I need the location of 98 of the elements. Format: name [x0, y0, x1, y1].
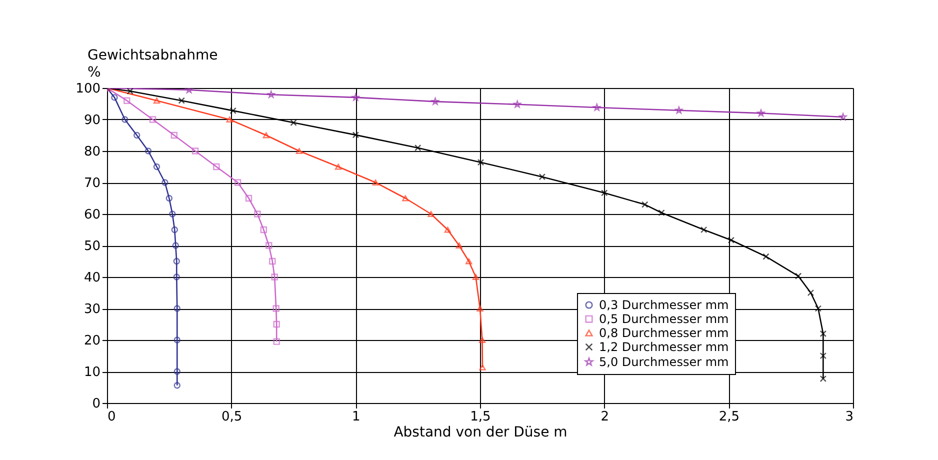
- point: [245, 194, 252, 202]
- legend-label: 1,2 Durchmesser mm: [599, 340, 729, 354]
- point: [476, 306, 484, 312]
- point: [260, 226, 267, 234]
- point: [814, 305, 822, 312]
- point: [134, 132, 140, 139]
- point: [479, 364, 486, 370]
- point: [477, 159, 484, 166]
- point: [296, 148, 303, 154]
- x-tick-label: 3: [845, 410, 854, 424]
- point: [757, 109, 765, 116]
- point: [262, 132, 270, 138]
- point: [352, 132, 360, 138]
- point: [514, 100, 522, 108]
- point: [820, 330, 826, 338]
- legend-label: 5,0 Durchmesser mm: [599, 355, 729, 369]
- point: [172, 242, 179, 249]
- point: [820, 375, 826, 382]
- y-tick-label: 40: [84, 270, 100, 286]
- point: [267, 90, 275, 98]
- point: [122, 116, 128, 123]
- point: [593, 104, 601, 111]
- point: [171, 226, 178, 234]
- point: [170, 132, 178, 139]
- y-tick-label: 80: [84, 144, 100, 160]
- point: [352, 94, 360, 101]
- point: [538, 173, 546, 180]
- point: [178, 97, 185, 104]
- point: [432, 98, 439, 105]
- point: [266, 242, 272, 249]
- point: [149, 116, 156, 123]
- point: [174, 336, 180, 344]
- point: [807, 289, 814, 296]
- x-tick-label: 1,5: [470, 410, 491, 424]
- y-tick-label: 50: [84, 239, 100, 254]
- point: [273, 320, 280, 328]
- legend-label: 0,5 Durchmesser mm: [599, 312, 729, 326]
- point: [124, 97, 130, 104]
- y-tick-label: 60: [84, 208, 100, 222]
- x-tick-label: 1: [352, 410, 360, 424]
- y-tick-label: 70: [84, 176, 100, 191]
- point: [658, 209, 665, 216]
- point: [478, 337, 486, 343]
- point: [153, 163, 160, 170]
- legend-label: 0,8 Durchmesser mm: [599, 326, 729, 340]
- point: [794, 272, 802, 280]
- point: [213, 163, 220, 170]
- point: [144, 148, 152, 154]
- point: [230, 107, 236, 114]
- point: [472, 274, 480, 280]
- point: [162, 179, 168, 186]
- point: [269, 258, 276, 265]
- point: [192, 148, 199, 154]
- point: [372, 180, 379, 186]
- point: [675, 106, 683, 114]
- point: [173, 258, 180, 265]
- y-axis-title: Gewichtsabnahme %: [88, 48, 218, 80]
- point: [820, 352, 826, 360]
- point: [273, 338, 280, 345]
- x-tick-label: 0,5: [221, 410, 242, 424]
- legend-label: 0,3 Durchmesser mm: [599, 298, 729, 312]
- y-tick-label: 10: [84, 365, 100, 380]
- point: [254, 210, 261, 218]
- point: [271, 274, 278, 280]
- x-axis-title: Abstand von der Düse m: [394, 424, 568, 440]
- point: [272, 305, 280, 312]
- point: [456, 242, 462, 248]
- y-tick-label: 100: [76, 82, 100, 96]
- x-tick-label: 2,5: [718, 410, 740, 424]
- point: [169, 210, 176, 218]
- point: [290, 119, 297, 126]
- point: [111, 94, 118, 101]
- y-tick-label: 30: [84, 302, 100, 317]
- point: [174, 305, 180, 312]
- point: [402, 195, 409, 202]
- x-tick-label: 0: [108, 410, 116, 424]
- point: [234, 179, 242, 186]
- point: [428, 211, 434, 217]
- point: [414, 144, 422, 152]
- point: [166, 194, 173, 202]
- point: [762, 253, 770, 260]
- point: [334, 164, 342, 170]
- point: [153, 98, 160, 104]
- point: [226, 116, 233, 122]
- point: [642, 201, 648, 208]
- point: [728, 236, 734, 244]
- y-tick-label: 90: [84, 113, 100, 128]
- point: [600, 190, 608, 196]
- point: [444, 226, 452, 233]
- point: [465, 258, 472, 264]
- point: [126, 88, 134, 94]
- y-tick-label: 0: [92, 396, 100, 412]
- point: [839, 113, 847, 120]
- y-tick-label: 20: [84, 334, 100, 348]
- point: [174, 368, 180, 375]
- point: [173, 274, 180, 280]
- x-tick-label: 2: [600, 410, 609, 424]
- point: [700, 226, 708, 234]
